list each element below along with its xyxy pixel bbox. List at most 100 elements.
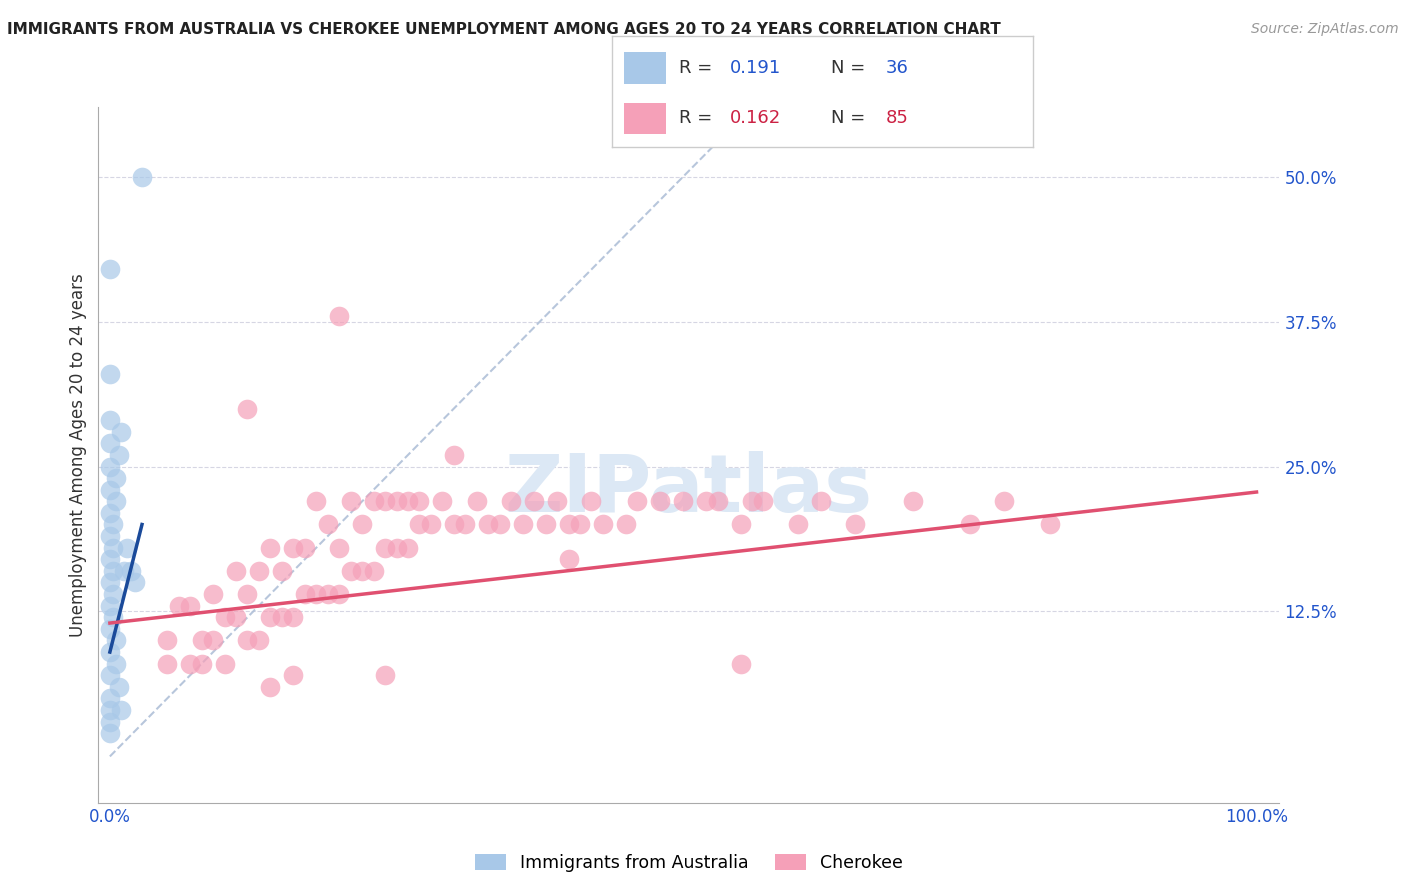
Point bbox=[328, 587, 350, 601]
Point bbox=[124, 575, 146, 590]
Point bbox=[104, 471, 127, 485]
Point bbox=[156, 657, 179, 671]
Point bbox=[706, 494, 728, 508]
Point bbox=[374, 668, 396, 682]
Point bbox=[443, 448, 465, 462]
Point bbox=[546, 494, 568, 508]
Point bbox=[103, 587, 125, 601]
Point bbox=[112, 564, 135, 578]
Point bbox=[695, 494, 717, 508]
Point bbox=[108, 448, 131, 462]
Text: R =: R = bbox=[679, 109, 718, 128]
Point bbox=[98, 714, 121, 729]
Point bbox=[214, 610, 236, 624]
Text: ZIPatlas: ZIPatlas bbox=[505, 450, 873, 529]
Point bbox=[786, 517, 808, 532]
Point bbox=[339, 564, 361, 578]
Text: 0.162: 0.162 bbox=[730, 109, 780, 128]
Point bbox=[270, 610, 292, 624]
Point bbox=[98, 413, 121, 427]
Point bbox=[283, 610, 305, 624]
Point bbox=[98, 622, 121, 636]
Point bbox=[592, 517, 614, 532]
Point bbox=[316, 517, 339, 532]
Point bbox=[396, 494, 419, 508]
Point bbox=[512, 517, 534, 532]
Point bbox=[730, 517, 752, 532]
Point bbox=[477, 517, 499, 532]
Point bbox=[672, 494, 695, 508]
Point bbox=[352, 564, 374, 578]
Point bbox=[557, 517, 579, 532]
Point bbox=[98, 668, 121, 682]
Legend: Immigrants from Australia, Cherokee: Immigrants from Australia, Cherokee bbox=[468, 847, 910, 879]
Point bbox=[104, 633, 127, 648]
Point bbox=[363, 494, 385, 508]
Point bbox=[120, 564, 142, 578]
Point bbox=[236, 633, 259, 648]
Point bbox=[374, 494, 396, 508]
Text: 36: 36 bbox=[886, 59, 908, 77]
Point bbox=[569, 517, 592, 532]
Point bbox=[190, 657, 212, 671]
Point bbox=[557, 552, 579, 566]
Point bbox=[523, 494, 546, 508]
Point bbox=[225, 610, 247, 624]
Point bbox=[385, 541, 408, 555]
Point bbox=[294, 541, 316, 555]
Point bbox=[214, 657, 236, 671]
Point bbox=[959, 517, 981, 532]
Point bbox=[98, 645, 121, 659]
Point bbox=[844, 517, 866, 532]
Point bbox=[650, 494, 672, 508]
Point bbox=[501, 494, 523, 508]
Point bbox=[103, 610, 125, 624]
Point bbox=[98, 436, 121, 450]
Point bbox=[305, 587, 328, 601]
Point bbox=[131, 169, 153, 184]
Point bbox=[374, 541, 396, 555]
Point bbox=[98, 529, 121, 543]
Point bbox=[283, 668, 305, 682]
Point bbox=[98, 599, 121, 613]
Point bbox=[110, 425, 132, 439]
Point bbox=[810, 494, 832, 508]
Point bbox=[98, 552, 121, 566]
Point bbox=[98, 459, 121, 474]
FancyBboxPatch shape bbox=[624, 103, 666, 134]
Point bbox=[363, 564, 385, 578]
Point bbox=[108, 680, 131, 694]
Point bbox=[98, 703, 121, 717]
Point bbox=[488, 517, 510, 532]
Point bbox=[259, 541, 281, 555]
Point bbox=[236, 587, 259, 601]
Point bbox=[104, 494, 127, 508]
Point bbox=[98, 575, 121, 590]
Point bbox=[115, 541, 138, 555]
Point bbox=[283, 541, 305, 555]
Point bbox=[236, 401, 259, 416]
Point bbox=[352, 517, 374, 532]
Text: Source: ZipAtlas.com: Source: ZipAtlas.com bbox=[1251, 22, 1399, 37]
Point bbox=[408, 517, 430, 532]
Point bbox=[385, 494, 408, 508]
Point bbox=[98, 262, 121, 277]
FancyBboxPatch shape bbox=[624, 53, 666, 84]
Point bbox=[626, 494, 648, 508]
Point bbox=[167, 599, 190, 613]
Point bbox=[225, 564, 247, 578]
Point bbox=[98, 367, 121, 381]
Point bbox=[901, 494, 924, 508]
Point bbox=[305, 494, 328, 508]
Point bbox=[103, 517, 125, 532]
Point bbox=[104, 657, 127, 671]
Text: 0.191: 0.191 bbox=[730, 59, 780, 77]
Text: N =: N = bbox=[831, 59, 870, 77]
Point bbox=[294, 587, 316, 601]
Text: IMMIGRANTS FROM AUSTRALIA VS CHEROKEE UNEMPLOYMENT AMONG AGES 20 TO 24 YEARS COR: IMMIGRANTS FROM AUSTRALIA VS CHEROKEE UN… bbox=[7, 22, 1001, 37]
Text: 85: 85 bbox=[886, 109, 908, 128]
Point bbox=[98, 726, 121, 740]
Point bbox=[202, 587, 225, 601]
Point bbox=[432, 494, 454, 508]
Point bbox=[202, 633, 225, 648]
